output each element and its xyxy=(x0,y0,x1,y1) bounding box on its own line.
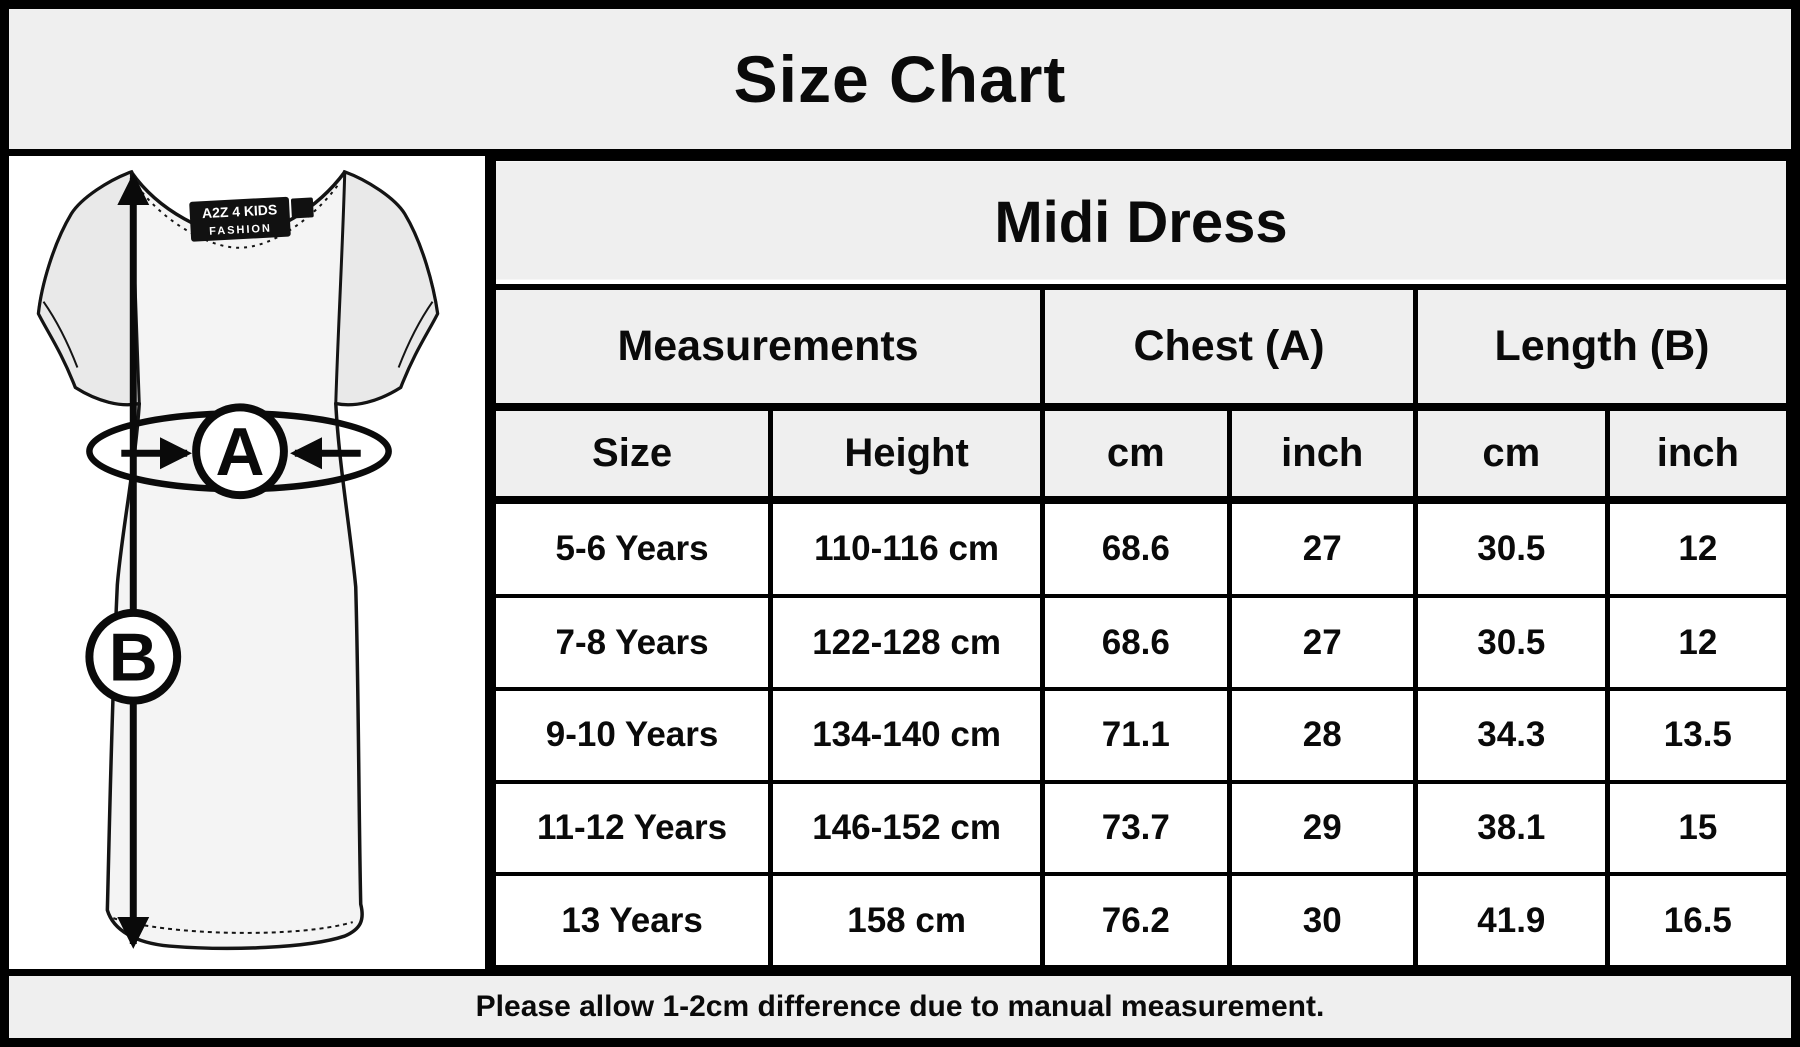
value-cell: 76.2 xyxy=(1040,872,1232,969)
right-cuff-line xyxy=(397,301,434,368)
table-row: 13 Years 158 cm 76.2 30 41.9 16.5 xyxy=(490,872,1792,969)
value-cell: 158 cm xyxy=(768,872,1046,969)
left-cuff-line xyxy=(42,301,79,368)
group-header-length: Length (B) xyxy=(1413,284,1791,411)
footer-bar: Please allow 1-2cm difference due to man… xyxy=(9,976,1791,1038)
brand-tag-line1: A2Z 4 KIDS xyxy=(202,201,278,221)
value-cell: 34.3 xyxy=(1413,687,1610,784)
value-cell: 30.5 xyxy=(1413,497,1610,599)
column-header-height: Height xyxy=(768,404,1046,504)
value-cell: 30 xyxy=(1226,872,1419,969)
dress-illustration: A2Z 4 KIDS FASHION A B xyxy=(36,169,440,951)
size-table: Midi Dress Measurements Chest (A) Length… xyxy=(490,156,1792,969)
value-cell: 71.1 xyxy=(1040,687,1232,784)
column-header-length-cm: cm xyxy=(1413,404,1610,504)
main-area: A2Z 4 KIDS FASHION A B xyxy=(9,156,1792,969)
dress-diagram-panel: A2Z 4 KIDS FASHION A B xyxy=(9,156,485,969)
size-cell: 9-10 Years xyxy=(490,687,774,784)
column-header-row: Size Height cm inch cm inch xyxy=(490,404,1792,504)
footer-note: Please allow 1-2cm difference due to man… xyxy=(475,990,1325,1023)
value-cell: 41.9 xyxy=(1413,872,1610,969)
group-header-chest: Chest (A) xyxy=(1040,284,1418,411)
value-cell: 68.6 xyxy=(1040,497,1232,599)
size-cell: 11-12 Years xyxy=(490,779,774,877)
value-cell: 28 xyxy=(1226,687,1419,784)
group-header-measurements: Measurements xyxy=(490,284,1046,411)
title-bar: Size Chart xyxy=(9,9,1791,149)
marker-b-letter: B xyxy=(109,621,158,696)
value-cell: 13.5 xyxy=(1604,687,1792,784)
value-cell: 29 xyxy=(1226,779,1419,877)
marker-a-letter: A xyxy=(216,415,265,490)
column-header-size: Size xyxy=(490,404,774,504)
page-title: Size Chart xyxy=(733,42,1067,116)
value-cell: 38.1 xyxy=(1413,779,1610,877)
column-header-length-inch: inch xyxy=(1604,404,1792,504)
neckline-stitching xyxy=(136,183,340,249)
size-cell: 5-6 Years xyxy=(490,497,774,599)
value-cell: 73.7 xyxy=(1040,779,1232,877)
value-cell: 30.5 xyxy=(1413,594,1610,692)
size-table-body: 5-6 Years 110-116 cm 68.6 27 30.5 12 7-8 Years… xyxy=(490,497,1792,969)
table-row: 7-8 Years 122-128 cm 68.6 27 30.5 12 xyxy=(490,594,1792,692)
right-sleeve xyxy=(334,169,440,407)
value-cell: 27 xyxy=(1226,497,1419,599)
value-cell: 15 xyxy=(1604,779,1792,877)
brand-tag: A2Z 4 KIDS FASHION xyxy=(189,196,314,242)
value-cell: 12 xyxy=(1604,497,1792,599)
value-cell: 134-140 cm xyxy=(768,687,1046,784)
product-title: Midi Dress xyxy=(491,156,1791,290)
table-row: 11-12 Years 146-152 cm 73.7 29 38.1 15 xyxy=(490,779,1792,877)
value-cell: 27 xyxy=(1226,594,1419,692)
table-row: 5-6 Years 110-116 cm 68.6 27 30.5 12 xyxy=(490,497,1792,599)
group-header-row: Measurements Chest (A) Length (B) xyxy=(490,284,1791,411)
value-cell: 146-152 cm xyxy=(768,779,1046,877)
size-cell: 7-8 Years xyxy=(490,594,774,692)
table-row: 9-10 Years 134-140 cm 71.1 28 34.3 13.5 xyxy=(490,687,1792,784)
value-cell: 16.5 xyxy=(1604,872,1792,969)
product-header-row: Midi Dress xyxy=(491,156,1791,290)
value-cell: 110-116 cm xyxy=(768,497,1046,599)
value-cell: 12 xyxy=(1604,594,1792,692)
size-table-panel: Midi Dress Measurements Chest (A) Length… xyxy=(490,156,1792,969)
value-cell: 122-128 cm xyxy=(768,594,1046,692)
column-header-chest-inch: inch xyxy=(1226,404,1419,504)
brand-tag-line2: FASHION xyxy=(209,223,272,238)
marker-b-circle xyxy=(85,608,182,705)
marker-a-circle xyxy=(192,403,288,500)
size-cell: 13 Years xyxy=(490,872,774,969)
value-cell: 68.6 xyxy=(1040,594,1232,692)
column-header-chest-cm: cm xyxy=(1040,404,1232,504)
left-sleeve xyxy=(36,169,141,407)
